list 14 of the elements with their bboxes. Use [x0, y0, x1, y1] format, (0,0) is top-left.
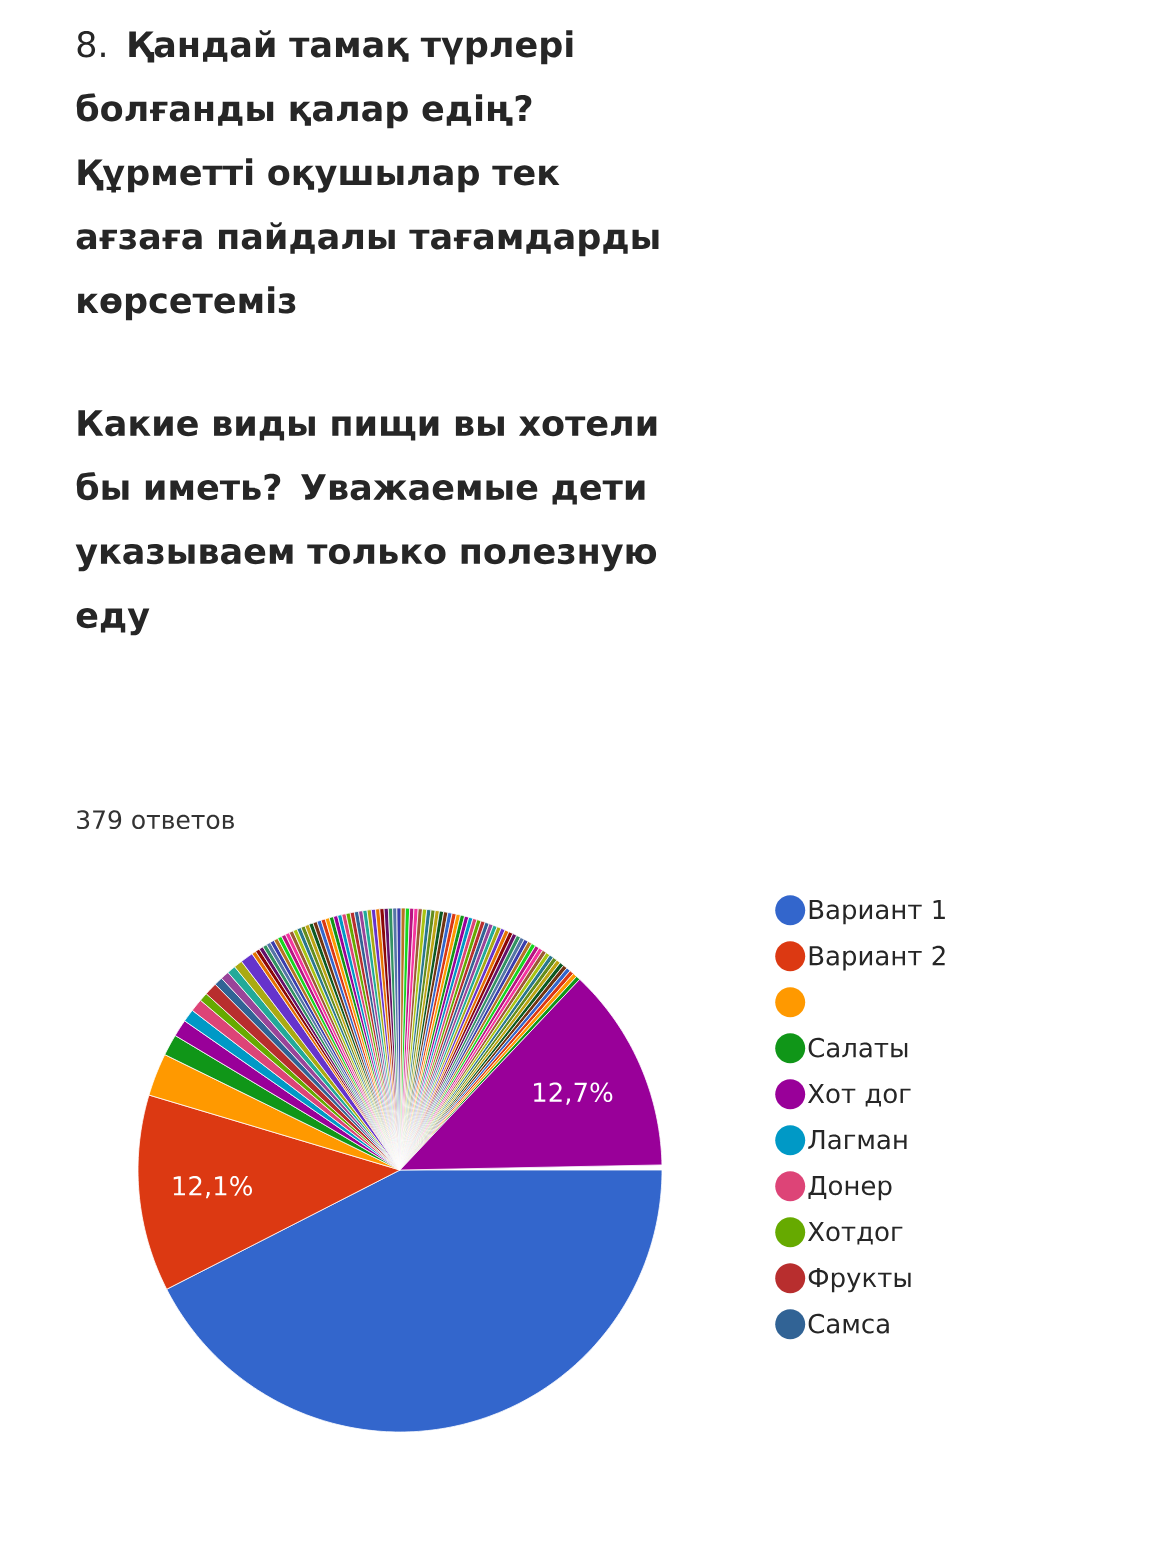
data-label: 12,7%	[534, 1082, 613, 1105]
legend-label: Хот дог	[807, 1084, 911, 1107]
chart-title: 8. Қандай тамақ түрлері болғанды қалар едің? Құрметті оқушылар тек ағзаға пайдалы тағамдарды көрсетеміз	[76, 30, 659, 321]
chart-subtitle: Какие виды пищи вы хотели бы иметь? Уважаемые дети указываем только полезную еду	[75, 410, 657, 636]
legend-label: Салаты	[808, 1037, 908, 1058]
legend-label: Лагман	[808, 1130, 907, 1150]
legend-label: Фрукты	[808, 1268, 911, 1293]
legend-label: Вариант 2	[809, 945, 945, 971]
data-label: 12,1%	[173, 1176, 252, 1199]
text: 379 ответов	[77, 810, 234, 830]
legend-label: Донер	[808, 1176, 892, 1201]
legend-label: Вариант 1	[809, 900, 945, 925]
legend-label: Хотдог	[807, 1222, 903, 1245]
legend-label: Самса	[808, 1313, 889, 1334]
